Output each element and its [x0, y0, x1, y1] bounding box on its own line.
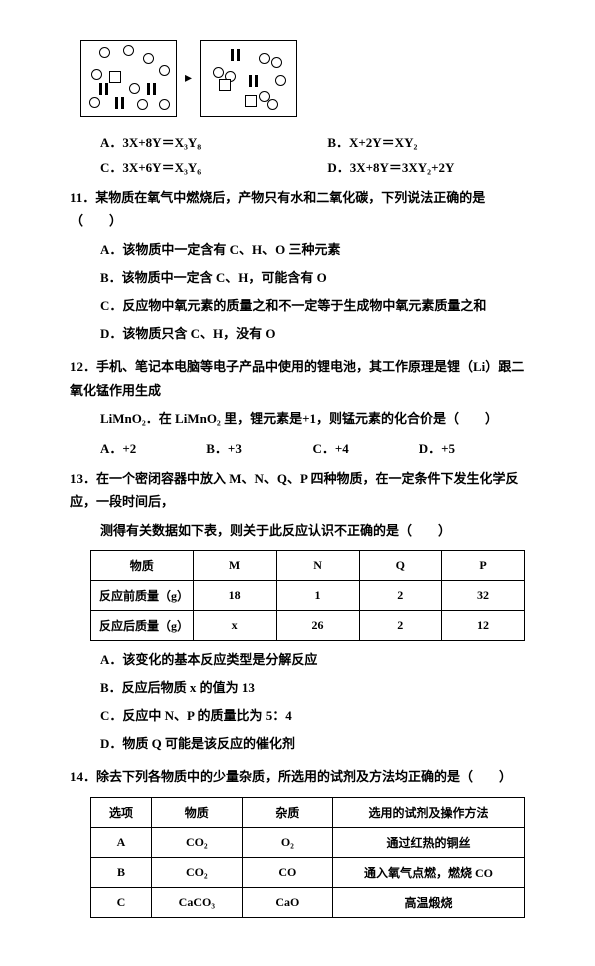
- table-row: 物质 M N Q P: [91, 550, 525, 580]
- table-row: 反应后质量（g） x 26 2 12: [91, 610, 525, 640]
- q11-stem: 11．某物质在氧气中燃烧后，产物只有水和二氧化碳，下列说法正确的是（ ）: [70, 186, 525, 233]
- table-row: A CO₂ O₂ 通过红热的铜丝: [91, 827, 525, 857]
- q10-optC: C．3X+6Y＝X₃Y₆: [100, 157, 327, 176]
- q10-optB: B．X+2Y＝XY₂: [327, 132, 525, 151]
- q11-optC: C．反应物中氧元素的质量之和不一定等于生成物中氧元素质量之和: [100, 295, 525, 317]
- q11-optA: A．该物质中一定含有 C、H、O 三种元素: [100, 239, 525, 261]
- q12-stem1: 12．手机、笔记本电脑等电子产品中使用的锂电池，其工作原理是锂（Li）跟二氧化锰…: [70, 355, 525, 402]
- t1-h3: Q: [359, 550, 441, 580]
- q12-optB: B．+3: [206, 438, 312, 457]
- q13-optC: C．反应中 N、P 的质量比为 5：4: [100, 705, 525, 727]
- t1-h1: M: [193, 550, 276, 580]
- q13-optB: B．反应后物质 x 的值为 13: [100, 677, 525, 699]
- q13-stem1: 13．在一个密闭容器中放入 M、N、Q、P 四种物质，在一定条件下发生化学反应，…: [70, 467, 525, 514]
- q11-optB: B．该物质中一定含 C、H，可能含有 O: [100, 267, 525, 289]
- q12-optC: C．+4: [313, 438, 419, 457]
- table-row: 选项 物质 杂质 选用的试剂及操作方法: [91, 797, 525, 827]
- q13-table: 物质 M N Q P 反应前质量（g） 18 1 2 32 反应后质量（g） x…: [90, 550, 525, 641]
- q10-options-row2: C．3X+6Y＝X₃Y₆ D．3X+8Y＝3XY₂+2Y: [100, 157, 525, 176]
- t1-h0: 物质: [91, 550, 194, 580]
- q14-table: 选项 物质 杂质 选用的试剂及操作方法 A CO₂ O₂ 通过红热的铜丝 B C…: [90, 797, 525, 918]
- q13-optA: A．该变化的基本反应类型是分解反应: [100, 649, 525, 671]
- q14-stem: 14．除去下列各物质中的少量杂质，所选用的试剂及方法均正确的是（ ）: [70, 765, 525, 788]
- q12-optD: D．+5: [419, 438, 525, 457]
- q10-optA: A．3X+8Y＝X₃Y₈: [100, 132, 327, 151]
- table-row: 反应前质量（g） 18 1 2 32: [91, 580, 525, 610]
- q12-stem2: LiMnO₂．在 LiMnO₂ 里，锂元素是+1，则锰元素的化合价是（ ）: [100, 408, 525, 430]
- q10-optD: D．3X+8Y＝3XY₂+2Y: [327, 157, 525, 176]
- table-row: B CO₂ CO 通入氧气点燃，燃烧 CO: [91, 857, 525, 887]
- t1-h2: N: [276, 550, 359, 580]
- q12-optA: A．+2: [100, 438, 206, 457]
- arrow-icon: ▸: [185, 70, 192, 87]
- q12-options: A．+2 B．+3 C．+4 D．+5: [100, 438, 525, 457]
- t1-h4: P: [441, 550, 524, 580]
- after-box: [200, 40, 297, 117]
- reaction-diagram: ▸: [80, 40, 525, 117]
- q13-optD: D．物质 Q 可能是该反应的催化剂: [100, 733, 525, 755]
- q10-options-row1: A．3X+8Y＝X₃Y₈ B．X+2Y＝XY₂: [100, 132, 525, 151]
- q11-optD: D．该物质只含 C、H，没有 O: [100, 323, 525, 345]
- table-row: C CaCO₃ CaO 高温煅烧: [91, 887, 525, 917]
- q13-stem2: 测得有关数据如下表，则关于此反应认识不正确的是（ ）: [100, 520, 525, 542]
- before-box: [80, 40, 177, 117]
